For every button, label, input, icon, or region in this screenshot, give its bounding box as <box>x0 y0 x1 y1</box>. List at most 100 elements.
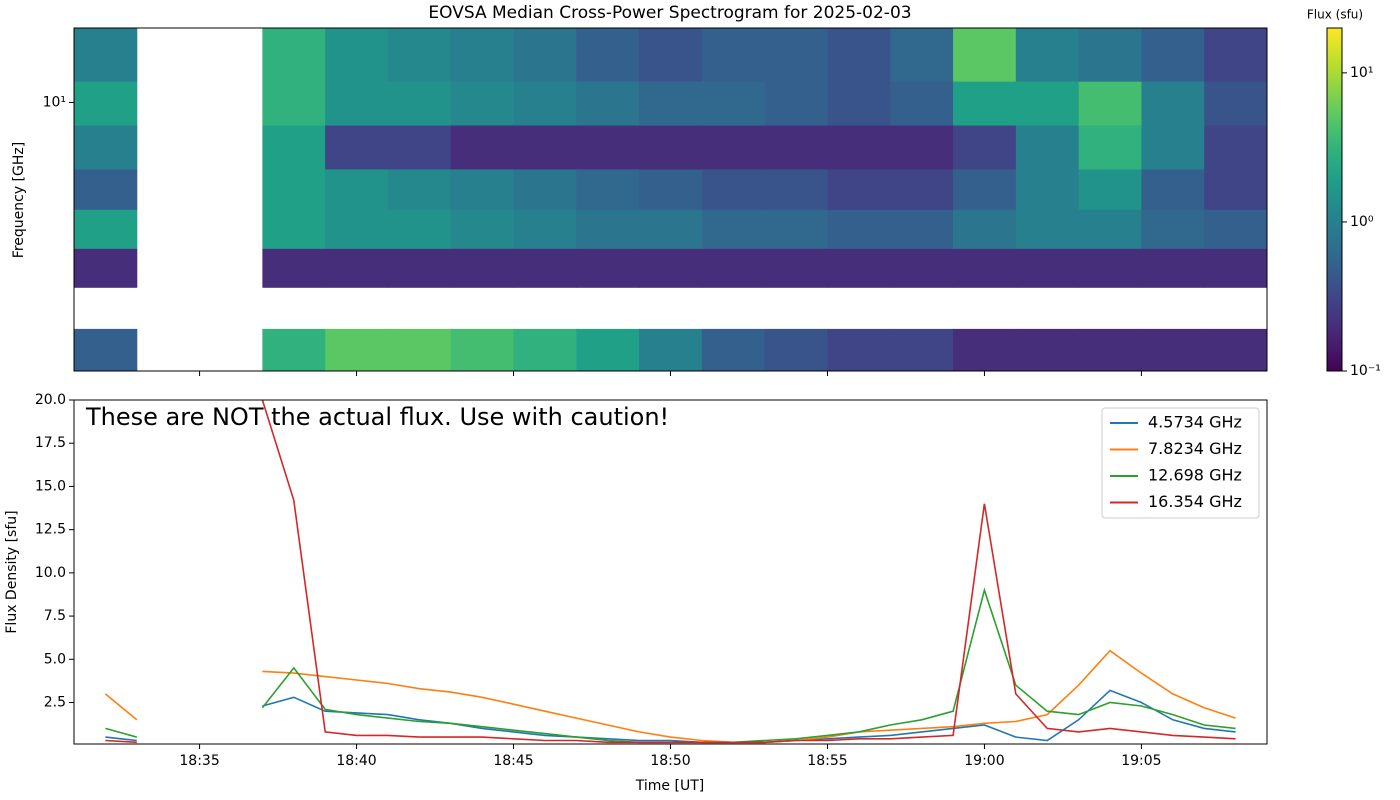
y-axis-label: Flux Density [sfu] <box>4 510 20 633</box>
spectrogram-cell <box>953 328 1017 371</box>
spectrogram-cell <box>1141 125 1205 170</box>
spectrogram-cell <box>953 209 1017 249</box>
spectrogram-cell <box>827 28 891 82</box>
x-tick-label: 19:05 <box>1121 753 1161 769</box>
spectrogram-cell <box>387 248 452 288</box>
spectrogram-cell <box>1141 248 1205 288</box>
spectrogram-cell <box>701 28 766 82</box>
spectrogram-cell <box>450 248 515 288</box>
spectrogram-cell <box>576 125 640 170</box>
spectrogram-cell <box>764 81 828 126</box>
y-tick-label: 15.0 <box>35 478 66 494</box>
spectrogram-cell <box>764 125 828 170</box>
spectrogram-cell <box>1141 168 1205 210</box>
colorbar <box>1326 27 1343 372</box>
y-tick-label: 20.0 <box>35 392 66 408</box>
y-tick-label: 2.5 <box>44 695 66 711</box>
spectrogram-cell <box>450 209 515 249</box>
legend-label: 12.698 GHz <box>1148 466 1242 485</box>
spectrogram-cell <box>639 81 703 126</box>
series-line <box>105 689 1236 744</box>
spectrogram-cell <box>262 328 326 371</box>
y-tick-label: 5.0 <box>44 651 66 667</box>
spectrogram-cell <box>262 168 326 210</box>
spectrogram-cell <box>1015 168 1080 210</box>
spectrogram-cell <box>325 81 389 126</box>
spectrogram-cell <box>262 28 326 82</box>
x-tick-label: 18:55 <box>807 753 847 769</box>
spectrogram-cell <box>701 248 766 288</box>
x-tick-label: 18:50 <box>650 753 690 769</box>
spectrogram-cell <box>450 168 515 210</box>
spectrogram-cell <box>764 248 828 288</box>
spectrogram-cell <box>639 125 703 170</box>
spectrogram-cell <box>325 28 389 82</box>
spectrogram-cell <box>1078 248 1142 288</box>
colorbar-label: Flux (sfu) <box>1307 8 1363 22</box>
spectrogram-cell <box>513 125 577 170</box>
y-tick-label: 10¹ <box>43 94 66 110</box>
spectrogram-cell <box>827 125 891 170</box>
spectrogram-cell <box>1141 28 1205 82</box>
spectrogram-cell <box>890 248 954 288</box>
spectrogram-cell <box>890 209 954 249</box>
spectrogram-cell <box>701 328 766 371</box>
spectrogram-cell <box>701 209 766 249</box>
chart-title: EOVSA Median Cross-Power Spectrogram for… <box>428 3 911 23</box>
spectrogram-cell <box>450 81 515 126</box>
spectrogram-cell <box>387 81 452 126</box>
y-tick-label: 17.5 <box>35 435 66 451</box>
spectrogram-cell <box>764 168 828 210</box>
x-tick-label: 18:45 <box>493 753 533 769</box>
spectrogram-cell <box>1204 328 1267 371</box>
spectrogram-cell <box>1078 168 1142 210</box>
annotation: These are NOT the actual flux. Use with … <box>85 403 669 431</box>
spectrogram-cell <box>827 328 891 371</box>
y-axis-label: Frequency [GHz] <box>11 142 27 258</box>
spectrogram-cell <box>576 209 640 249</box>
legend-label: 16.354 GHz <box>1148 492 1242 511</box>
spectrogram-cell <box>74 209 138 249</box>
spectrogram-cell <box>890 328 954 371</box>
spectrogram-cell <box>1078 125 1142 170</box>
spectrogram-cell <box>513 248 577 288</box>
spectrogram-cell <box>450 28 515 82</box>
spectrogram-cell <box>1078 81 1142 126</box>
spectrogram-cell <box>1078 209 1142 249</box>
spectrogram-cell <box>701 168 766 210</box>
spectrogram-cell <box>1015 209 1080 249</box>
colorbar-tick-label: 10⁰ <box>1350 214 1374 230</box>
spectrogram-cell <box>1015 125 1080 170</box>
colorbar-tick-label: 10⁻¹ <box>1350 363 1381 379</box>
spectrogram-cell <box>325 209 389 249</box>
spectrogram-cell <box>1015 81 1080 126</box>
spectrogram-cell <box>764 209 828 249</box>
spectrogram-cell <box>1204 209 1267 249</box>
y-tick-label: 12.5 <box>35 522 66 538</box>
spectrogram-cell <box>450 328 515 371</box>
legend-label: 4.5734 GHz <box>1148 413 1242 432</box>
spectrogram-cell <box>890 168 954 210</box>
spectrogram-cell <box>639 209 703 249</box>
spectrogram-cell <box>953 125 1017 170</box>
spectrogram-cell <box>387 328 452 371</box>
spectrogram-cell <box>1078 28 1142 82</box>
spectrogram-cell <box>576 328 640 371</box>
spectrogram-cell <box>701 125 766 170</box>
spectrogram-cell <box>764 328 828 371</box>
spectrogram-cell <box>74 125 138 170</box>
spectrogram-cell <box>953 168 1017 210</box>
spectrogram-cell <box>325 328 389 371</box>
spectrogram-cell <box>1078 328 1142 371</box>
spectrogram-cell <box>74 328 138 371</box>
spectrogram-cell <box>827 81 891 126</box>
spectrogram-cell <box>701 81 766 126</box>
spectrogram-cell <box>325 125 389 170</box>
spectrogram-cell <box>74 28 138 82</box>
spectrogram-cell <box>639 28 703 82</box>
spectrogram-cell <box>262 248 326 288</box>
spectrogram-cell <box>639 168 703 210</box>
spectrogram-cell <box>262 209 326 249</box>
